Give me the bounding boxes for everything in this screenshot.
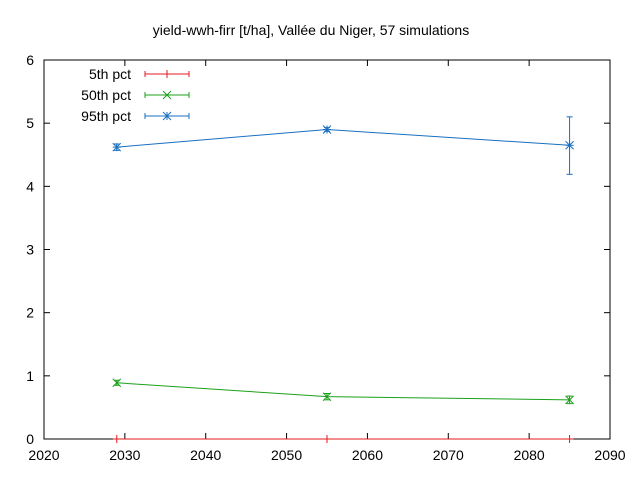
series-1	[112, 378, 574, 405]
axes: 0 1 2 3 4 5 6 2020 2030 2040 2050 2060 2070 2080 2090	[26, 52, 626, 463]
marker-stroke	[162, 90, 172, 100]
chart-title: yield-wwh-firr [t/ha], Vallée du Niger, …	[153, 22, 469, 38]
legend-marker	[162, 111, 172, 121]
data-point	[322, 392, 332, 402]
marker-stroke	[112, 378, 122, 388]
marker-stroke	[565, 395, 574, 405]
y-tick-label: 2	[26, 305, 34, 321]
data-point	[323, 435, 331, 443]
x-tick-label: 2070	[433, 447, 464, 463]
legend-entry: 50th pct	[81, 87, 190, 103]
data-point	[565, 435, 574, 443]
x-tick-label: 2040	[190, 447, 221, 463]
x-tick-label: 2030	[109, 447, 140, 463]
legend-entry: 95th pct	[81, 108, 190, 124]
legend-label: 50th pct	[81, 87, 131, 103]
legend-marker	[163, 70, 171, 78]
y-tick-label: 4	[26, 178, 34, 194]
series-0	[112, 435, 574, 443]
y-tick-label: 1	[26, 368, 34, 384]
legend: 5th pct 50th pct 95th pct	[81, 66, 190, 124]
y-tick-label: 5	[26, 115, 34, 131]
marker-stroke	[322, 125, 332, 134]
data-point	[112, 435, 121, 443]
marker-stroke	[322, 392, 332, 402]
data-point	[112, 378, 122, 388]
legend-label: 5th pct	[89, 66, 131, 82]
data-point	[565, 395, 574, 405]
y-tick-label: 6	[26, 52, 34, 68]
data-point	[112, 142, 122, 152]
marker-stroke	[112, 142, 122, 152]
data-point	[322, 125, 332, 134]
legend-marker	[162, 90, 172, 100]
series-layer	[112, 116, 574, 443]
y-tick-label: 3	[26, 242, 34, 258]
y-tick-label: 0	[26, 431, 34, 447]
legend-entry: 5th pct	[89, 66, 190, 82]
data-point	[565, 140, 574, 150]
series-2	[112, 116, 574, 175]
x-tick-label: 2060	[352, 447, 383, 463]
x-tick-label: 2090	[594, 447, 625, 463]
series-line	[116, 382, 570, 401]
marker-stroke	[162, 111, 172, 121]
x-tick-label: 2020	[28, 447, 59, 463]
series-line	[116, 128, 570, 148]
x-tick-label: 2080	[514, 447, 545, 463]
legend-label: 95th pct	[81, 108, 131, 124]
x-tick-label: 2050	[271, 447, 302, 463]
marker-stroke	[565, 140, 574, 150]
